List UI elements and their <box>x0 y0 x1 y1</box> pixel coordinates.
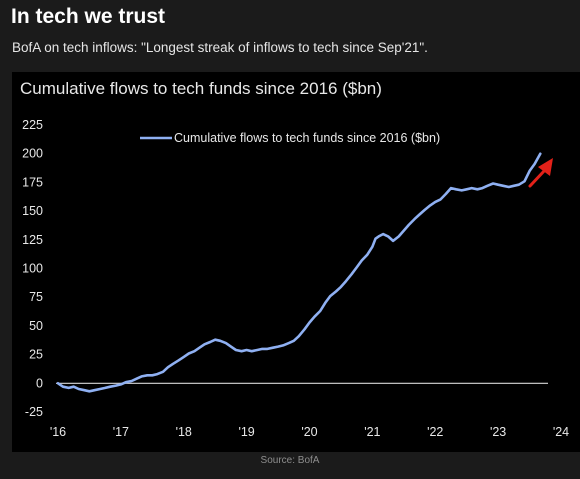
y-tick-label: 75 <box>29 290 43 304</box>
x-tick-label: '23 <box>490 425 506 439</box>
y-tick-label: 0 <box>36 376 43 390</box>
legend-label: Cumulative flows to tech funds since 201… <box>174 131 440 145</box>
x-axis-ticks: '16 '17 '18 '19 '20 '21 '22 '23 '24 <box>50 425 569 439</box>
x-tick-label: '20 <box>301 425 317 439</box>
y-axis-ticks: -25 0 25 50 75 100 125 150 175 200 225 <box>22 118 43 419</box>
x-tick-label: '16 <box>50 425 66 439</box>
arrow-shaft <box>528 168 547 188</box>
article-title: In tech we trust <box>11 5 166 28</box>
x-tick-label: '21 <box>364 425 380 439</box>
x-tick-label: '17 <box>113 425 129 439</box>
y-tick-label: 100 <box>22 262 43 276</box>
line-chart: Cumulative flows to tech funds since 201… <box>20 79 569 439</box>
x-tick-label: '18 <box>176 425 192 439</box>
x-tick-label: '22 <box>427 425 443 439</box>
y-tick-label: 25 <box>29 348 43 362</box>
y-tick-label: -25 <box>25 405 43 419</box>
y-tick-label: 225 <box>22 118 43 132</box>
trend-arrow <box>528 158 553 188</box>
y-tick-label: 175 <box>22 175 43 189</box>
chart-title: Cumulative flows to tech funds since 201… <box>20 79 382 98</box>
arrow-head <box>538 158 553 176</box>
x-tick-label: '24 <box>553 425 569 439</box>
y-tick-label: 50 <box>29 319 43 333</box>
series-line-tech-flows <box>56 152 542 393</box>
x-tick-label: '19 <box>238 425 254 439</box>
legend: Cumulative flows to tech funds since 201… <box>140 131 440 145</box>
article-subtitle: BofA on tech inflows: "Longest streak of… <box>12 40 428 55</box>
source-caption: Source: BofA <box>260 455 320 466</box>
y-tick-label: 125 <box>22 233 43 247</box>
chart-panel: Cumulative flows to tech funds since 201… <box>12 72 580 452</box>
y-tick-label: 200 <box>22 147 43 161</box>
y-tick-label: 150 <box>22 204 43 218</box>
